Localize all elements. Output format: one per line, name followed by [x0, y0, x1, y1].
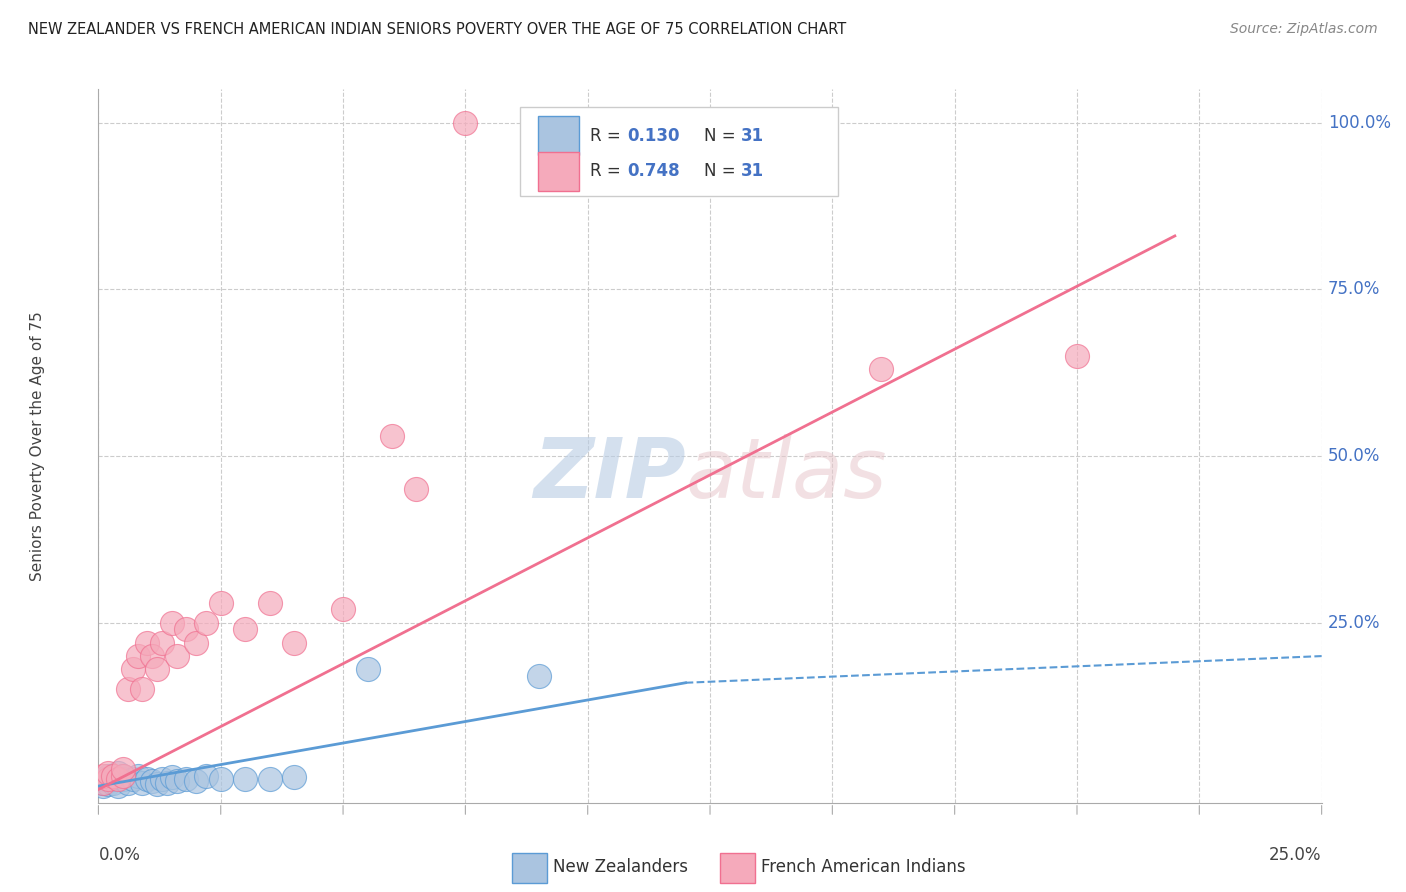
Point [117, 682, 139, 697]
Point [259, 596, 281, 610]
Text: ZIP: ZIP [533, 434, 686, 515]
Point [454, 115, 477, 129]
Text: atlas: atlas [686, 434, 887, 515]
Point [97, 765, 120, 780]
Point [166, 774, 188, 789]
Point [111, 763, 134, 777]
Point [176, 623, 198, 637]
Point [131, 776, 153, 790]
Point [176, 772, 198, 787]
Point [127, 649, 149, 664]
Point [870, 362, 893, 376]
Point [1066, 349, 1088, 363]
Text: R =: R = [591, 162, 626, 180]
Text: 0.130: 0.130 [627, 127, 679, 145]
Point [91, 772, 114, 787]
Point [166, 649, 188, 664]
Point [146, 662, 169, 676]
FancyBboxPatch shape [720, 853, 755, 883]
Text: 31: 31 [741, 127, 763, 145]
Point [195, 769, 218, 783]
Point [186, 636, 208, 650]
Text: French American Indians: French American Indians [762, 858, 966, 876]
FancyBboxPatch shape [537, 116, 579, 155]
Point [141, 649, 163, 664]
Point [91, 769, 114, 783]
Text: 75.0%: 75.0% [1327, 280, 1381, 298]
Point [233, 623, 256, 637]
Point [91, 776, 114, 790]
Point [101, 772, 124, 787]
Text: NEW ZEALANDER VS FRENCH AMERICAN INDIAN SENIORS POVERTY OVER THE AGE OF 75 CORRE: NEW ZEALANDER VS FRENCH AMERICAN INDIAN … [28, 22, 846, 37]
Point [150, 636, 173, 650]
Point [156, 776, 179, 790]
Point [195, 615, 218, 630]
FancyBboxPatch shape [520, 107, 838, 196]
FancyBboxPatch shape [537, 152, 579, 191]
Point [381, 429, 404, 443]
Text: 0.0%: 0.0% [98, 846, 141, 863]
Point [117, 776, 139, 790]
Text: 25.0%: 25.0% [1270, 846, 1322, 863]
Point [186, 774, 208, 789]
Point [121, 662, 143, 676]
Point [146, 777, 169, 791]
Point [111, 769, 134, 783]
Point [209, 772, 232, 787]
Text: Source: ZipAtlas.com: Source: ZipAtlas.com [1230, 22, 1378, 37]
FancyBboxPatch shape [512, 853, 547, 883]
Point [150, 772, 173, 787]
Point [111, 769, 134, 783]
Text: 25.0%: 25.0% [1327, 614, 1381, 632]
Point [283, 636, 305, 650]
Point [356, 662, 378, 676]
Point [527, 669, 550, 683]
Text: R =: R = [591, 127, 626, 145]
Point [127, 769, 149, 783]
Point [111, 772, 134, 787]
Point [101, 769, 124, 783]
Point [97, 777, 120, 791]
Point [91, 776, 114, 790]
Point [107, 765, 129, 780]
Text: 100.0%: 100.0% [1327, 113, 1391, 131]
Point [97, 772, 120, 787]
Point [101, 776, 124, 790]
Text: 0.748: 0.748 [627, 162, 679, 180]
Point [233, 772, 256, 787]
Point [160, 615, 183, 630]
Point [91, 779, 114, 793]
Point [136, 636, 159, 650]
Point [405, 483, 427, 497]
Point [121, 772, 143, 787]
Point [131, 682, 153, 697]
Point [259, 772, 281, 787]
Point [107, 772, 129, 787]
Point [141, 774, 163, 789]
Text: N =: N = [704, 162, 741, 180]
Point [107, 779, 129, 793]
Point [97, 769, 120, 783]
Text: N =: N = [704, 127, 741, 145]
Point [136, 772, 159, 787]
Point [160, 771, 183, 785]
Text: 31: 31 [741, 162, 763, 180]
Text: Seniors Poverty Over the Age of 75: Seniors Poverty Over the Age of 75 [30, 311, 45, 581]
Point [332, 602, 354, 616]
Text: 50.0%: 50.0% [1327, 447, 1381, 465]
Point [283, 771, 305, 785]
Text: New Zealanders: New Zealanders [554, 858, 689, 876]
Point [209, 596, 232, 610]
